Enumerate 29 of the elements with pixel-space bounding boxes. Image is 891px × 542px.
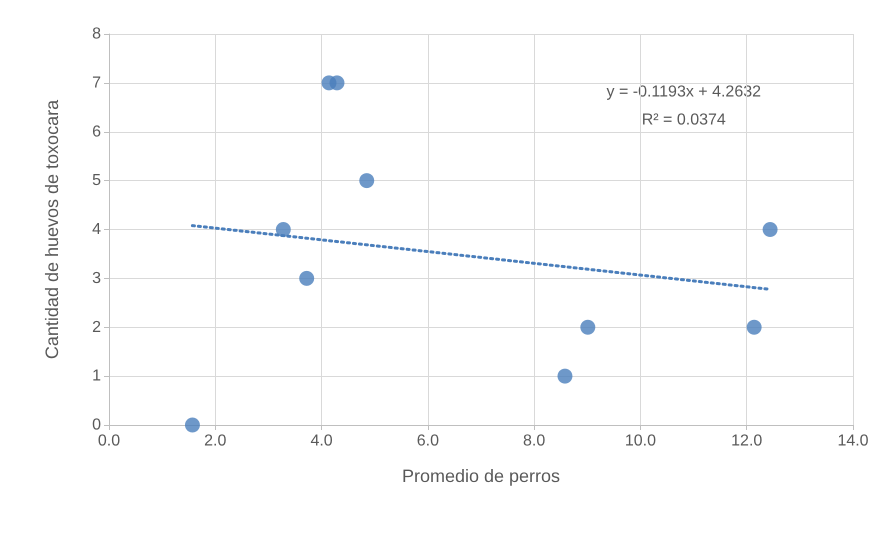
point [276,222,291,237]
point [762,222,778,237]
y-tick-label: 3 [92,270,102,287]
x-tick-label: 10.0 [624,432,656,450]
x-tick-label: 8.0 [523,432,546,450]
y-tick-label: 8 [92,26,102,42]
point [746,320,762,335]
point [557,368,572,384]
x-tick-label: 12.0 [731,432,762,450]
point [299,270,314,286]
y-tick-label: 1 [92,368,102,385]
point [330,75,344,90]
y-tick-label: 2 [92,318,102,336]
y-axis-title: Cantidad de huevos de toxocara [42,98,62,360]
point [580,320,596,335]
y-tick-label: 0 [92,416,102,434]
y-tick-label: 4 [92,221,102,238]
x-tick-label: 6.0 [416,432,440,450]
x-tick-label: 2.0 [204,432,227,450]
point [184,418,200,432]
y-tick-label: 5 [92,172,102,190]
x-tick-label: 4.0 [310,432,333,450]
x-tick-label: 14.0 [837,432,869,450]
y-tick-label: 7 [92,74,102,92]
y-tick-label: 6 [92,123,102,140]
point [359,173,374,188]
x-axis-title: Promedio de perros [402,466,560,486]
x-tick-label: 0.0 [98,432,120,450]
annotation: y = -0.1193x + 4.2632 R² = 0.0374 [606,84,762,128]
